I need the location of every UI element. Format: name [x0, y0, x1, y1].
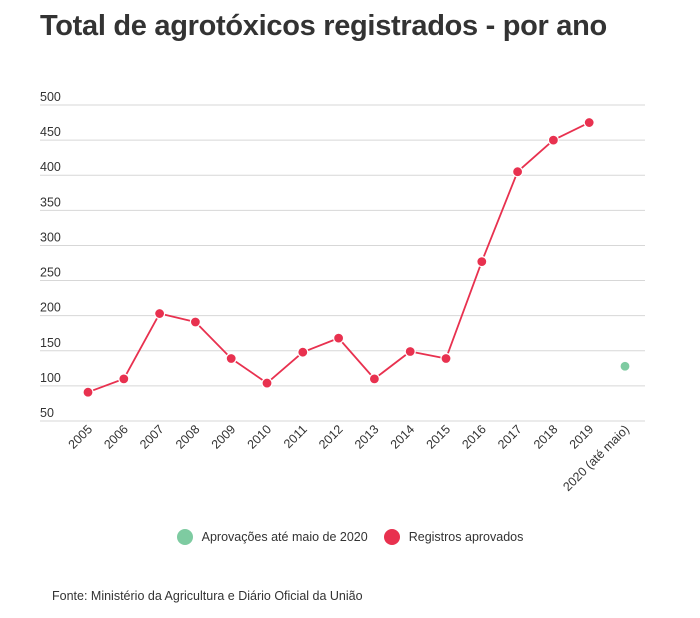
x-tick-label: 2010	[245, 422, 275, 452]
x-tick-label: 2013	[352, 422, 382, 452]
x-tick-label: 2018	[531, 422, 561, 452]
x-tick-label: 2008	[173, 422, 203, 452]
x-tick-label: 2020 (até maio)	[560, 422, 632, 494]
x-tick-label: 2009	[209, 422, 239, 452]
y-tick-label: 100	[40, 371, 61, 385]
data-point[interactable]	[189, 316, 201, 328]
data-point[interactable]	[511, 166, 524, 178]
legend-swatch-red	[383, 529, 400, 545]
x-tick-label: 2011	[281, 422, 310, 451]
source-note: Fonte: Ministério da Agricultura e Diári…	[52, 589, 363, 603]
data-point[interactable]	[118, 373, 130, 385]
x-tick-label: 2005	[66, 422, 96, 452]
data-point[interactable]	[404, 345, 416, 358]
series-line-0	[87, 121, 590, 394]
y-tick-label: 350	[40, 195, 61, 209]
x-tick-label: 2007	[137, 422, 167, 452]
data-point[interactable]	[297, 346, 309, 358]
data-points	[82, 116, 631, 398]
legend-item-aprovacoes-2020[interactable]: Aprovações até maio de 2020	[176, 529, 368, 545]
x-tick-label: 2006	[101, 422, 131, 452]
legend-label: Aprovações até maio de 2020	[201, 530, 368, 544]
data-point[interactable]	[547, 134, 560, 146]
data-point[interactable]	[333, 332, 345, 344]
gridlines	[40, 104, 645, 422]
data-point[interactable]	[82, 386, 94, 398]
y-tick-label: 400	[40, 160, 61, 174]
y-tick-label: 300	[40, 230, 61, 244]
x-tick-label: 2015	[424, 422, 454, 452]
x-tick-label: 2014	[388, 422, 418, 452]
x-tick-label: 2012	[316, 422, 346, 452]
data-point[interactable]	[619, 360, 631, 372]
y-tick-label: 450	[40, 125, 61, 139]
y-tick-label: 250	[40, 266, 61, 280]
data-point[interactable]	[154, 307, 166, 320]
legend: Aprovações até maio de 2020 Registros ap…	[0, 529, 700, 545]
series-lines	[87, 121, 590, 394]
chart-title: Total de agrotóxicos registrados - por a…	[40, 10, 607, 42]
y-axis-ticks: 50 100 150 200 250 300 350 400 450 500	[40, 90, 61, 420]
data-point[interactable]	[583, 116, 595, 129]
x-tick-label: 2017	[495, 422, 525, 452]
legend-item-registros-aprovados[interactable]: Registros aprovados	[383, 529, 524, 545]
x-axis-ticks: 2005 2006 2007 2008 2009 2010 2011 2012 2013 2014…	[66, 422, 633, 494]
data-point[interactable]	[261, 377, 273, 389]
data-point[interactable]	[225, 352, 237, 365]
y-tick-label: 500	[40, 90, 61, 104]
y-tick-label: 150	[40, 336, 61, 350]
x-tick-label: 2019	[567, 422, 597, 452]
data-point[interactable]	[368, 373, 380, 385]
legend-swatch-green	[176, 529, 193, 545]
data-point[interactable]	[440, 352, 452, 365]
y-tick-label: 50	[40, 406, 54, 420]
y-tick-label: 200	[40, 301, 61, 315]
legend-label: Registros aprovados	[408, 530, 524, 544]
data-point[interactable]	[476, 255, 488, 268]
x-tick-label: 2016	[459, 422, 489, 452]
